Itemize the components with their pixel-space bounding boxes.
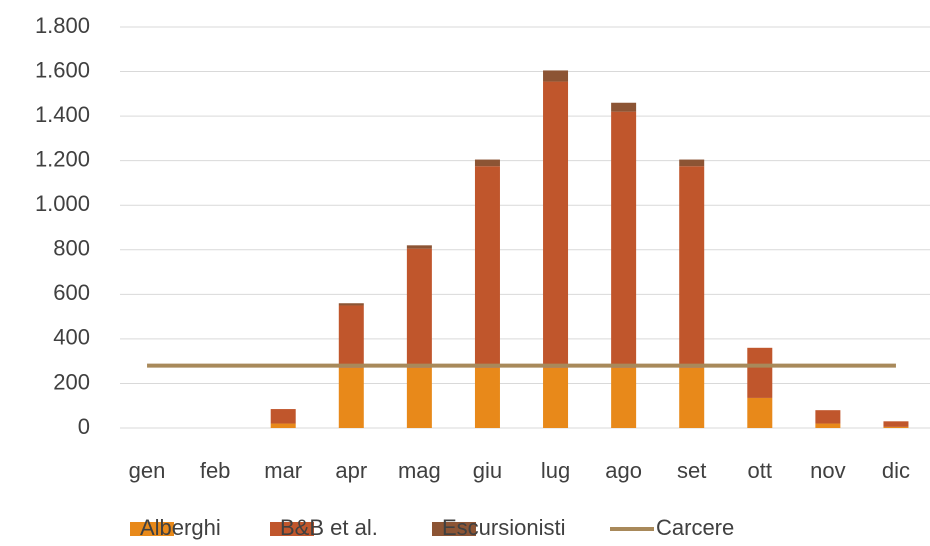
y-tick-label: 1.000 xyxy=(35,191,90,216)
bar-segment xyxy=(815,410,841,424)
x-tick-label: giu xyxy=(473,458,502,483)
bar-segment xyxy=(270,423,296,428)
x-tick-label: gen xyxy=(129,458,166,483)
y-tick-label: 800 xyxy=(53,236,90,261)
bar-segment xyxy=(543,81,569,368)
legend-swatch xyxy=(270,522,314,536)
x-tick-label: ott xyxy=(748,458,772,483)
legend-label: Carcere xyxy=(656,515,734,540)
bar-segment xyxy=(679,367,705,428)
bar-segment xyxy=(883,426,909,428)
x-tick-label: ago xyxy=(605,458,642,483)
bar-segment xyxy=(474,159,500,167)
x-tick-label: apr xyxy=(335,458,367,483)
bar-segment xyxy=(543,367,569,428)
bar-segment xyxy=(270,409,296,424)
legend-swatch xyxy=(130,522,174,536)
y-tick-label: 200 xyxy=(53,369,90,394)
x-tick-label: lug xyxy=(541,458,570,483)
bar-segment xyxy=(679,159,705,167)
y-tick-label: 600 xyxy=(53,280,90,305)
x-tick-label: mar xyxy=(264,458,302,483)
bar-segment xyxy=(543,70,569,82)
bar-segment xyxy=(611,102,637,112)
bar-segment xyxy=(406,367,432,428)
bar-segment xyxy=(883,421,909,427)
x-tick-label: feb xyxy=(200,458,231,483)
y-tick-label: 0 xyxy=(78,414,90,439)
y-tick-label: 1.400 xyxy=(35,102,90,127)
y-tick-label: 1.200 xyxy=(35,146,90,171)
y-tick-label: 1.800 xyxy=(35,13,90,38)
legend-label: B&B et al. xyxy=(280,515,378,540)
x-tick-label: nov xyxy=(810,458,845,483)
y-tick-label: 1.600 xyxy=(35,57,90,82)
bar-segment xyxy=(406,248,432,368)
x-tick-label: set xyxy=(677,458,706,483)
bar-segment xyxy=(611,111,637,368)
bar-segment xyxy=(474,166,500,368)
x-tick-label: mag xyxy=(398,458,441,483)
bar-segment xyxy=(406,245,432,249)
bar-segment xyxy=(747,347,773,398)
x-tick-label: dic xyxy=(882,458,910,483)
bar-segment xyxy=(338,367,364,428)
legend-swatch xyxy=(432,522,476,536)
bar-segment xyxy=(747,397,773,428)
bar-segment xyxy=(474,367,500,428)
bar-segment xyxy=(338,305,364,368)
legend-label: Escursionisti xyxy=(442,515,565,540)
bar-segment xyxy=(611,367,637,428)
bar-segment xyxy=(679,166,705,368)
legend-label: Alberghi xyxy=(140,515,221,540)
bar-segment xyxy=(338,303,364,306)
bar-segment xyxy=(815,423,841,428)
y-tick-label: 400 xyxy=(53,325,90,350)
